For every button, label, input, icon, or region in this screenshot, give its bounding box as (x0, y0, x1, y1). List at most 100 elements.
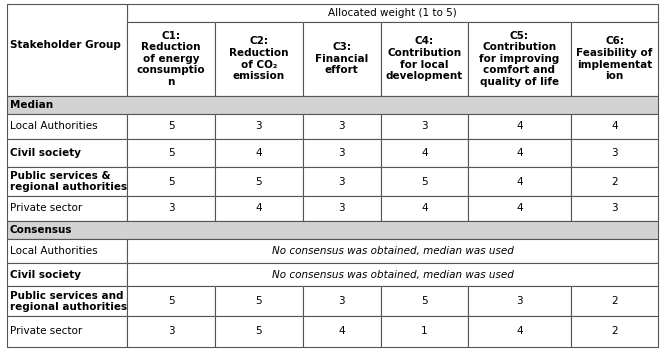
Bar (571, 286, 658, 316)
Text: C6:
Feasibility of
implementat
ion: C6: Feasibility of implementat ion (577, 36, 653, 81)
Text: 4: 4 (255, 148, 262, 158)
Bar (127, 114, 215, 139)
Bar (127, 263, 658, 286)
Bar (215, 139, 303, 167)
Bar (571, 22, 658, 96)
Text: Public services &
regional authorities: Public services & regional authorities (10, 171, 127, 192)
Bar (127, 114, 215, 139)
Bar (571, 139, 658, 167)
Text: 5: 5 (168, 177, 174, 187)
Text: 5: 5 (168, 148, 174, 158)
Bar (7, 221, 658, 239)
Bar (215, 167, 303, 196)
Text: 2: 2 (611, 327, 618, 336)
Bar (215, 316, 303, 346)
Bar (303, 139, 380, 167)
Bar (127, 286, 215, 316)
Bar (7, 316, 127, 346)
Text: 4: 4 (516, 327, 523, 336)
Bar (468, 139, 571, 167)
Text: 3: 3 (338, 203, 345, 214)
Bar (303, 114, 380, 139)
Bar (380, 316, 468, 346)
Text: 4: 4 (611, 121, 618, 132)
Bar (215, 196, 303, 221)
Text: No consensus was obtained, median was used: No consensus was obtained, median was us… (272, 246, 514, 256)
Text: Public services and
regional authorities: Public services and regional authorities (10, 290, 127, 312)
Bar (127, 263, 658, 286)
Bar (7, 4, 127, 96)
Text: 4: 4 (421, 148, 428, 158)
Bar (127, 196, 215, 221)
Bar (380, 114, 468, 139)
Text: 5: 5 (168, 296, 174, 306)
Text: 5: 5 (255, 327, 262, 336)
Bar (303, 22, 380, 96)
Bar (127, 139, 215, 167)
Bar (380, 286, 468, 316)
Text: C2:
Reduction
of CO₂
emission: C2: Reduction of CO₂ emission (229, 36, 289, 81)
Bar (468, 167, 571, 196)
Bar (303, 114, 380, 139)
Text: Private sector: Private sector (10, 327, 82, 336)
Bar (468, 167, 571, 196)
Bar (303, 286, 380, 316)
Bar (303, 316, 380, 346)
Text: Local Authorities: Local Authorities (10, 121, 98, 132)
Bar (215, 114, 303, 139)
Bar (380, 316, 468, 346)
Text: Private sector: Private sector (10, 203, 82, 214)
Bar (380, 139, 468, 167)
Bar (303, 167, 380, 196)
Bar (468, 316, 571, 346)
Bar (7, 316, 127, 346)
Bar (7, 114, 127, 139)
Bar (571, 22, 658, 96)
Text: C4:
Contribution
for local
development: C4: Contribution for local development (386, 36, 463, 81)
Bar (468, 286, 571, 316)
Bar (127, 22, 215, 96)
Bar (7, 263, 127, 286)
Text: 2: 2 (611, 177, 618, 187)
Bar (571, 196, 658, 221)
Text: 2: 2 (611, 296, 618, 306)
Bar (215, 286, 303, 316)
Bar (380, 286, 468, 316)
Bar (380, 114, 468, 139)
Bar (127, 316, 215, 346)
Bar (7, 286, 127, 316)
Text: 3: 3 (338, 121, 345, 132)
Bar (303, 316, 380, 346)
Bar (215, 114, 303, 139)
Text: 3: 3 (611, 203, 618, 214)
Bar (303, 196, 380, 221)
Text: 3: 3 (516, 296, 523, 306)
Text: Median: Median (10, 100, 53, 110)
Bar (215, 22, 303, 96)
Bar (7, 239, 127, 263)
Bar (571, 139, 658, 167)
Bar (215, 286, 303, 316)
Bar (7, 167, 127, 196)
Text: 4: 4 (516, 121, 523, 132)
Bar (303, 22, 380, 96)
Text: 4: 4 (338, 327, 345, 336)
Text: 4: 4 (516, 148, 523, 158)
Bar (7, 114, 127, 139)
Bar (468, 22, 571, 96)
Bar (571, 316, 658, 346)
Text: Local Authorities: Local Authorities (10, 246, 98, 256)
Text: C1:
Reduction
of energy
consumptio
n: C1: Reduction of energy consumptio n (137, 30, 205, 87)
Text: Civil society: Civil society (10, 270, 81, 280)
Bar (7, 4, 127, 96)
Bar (7, 196, 127, 221)
Bar (127, 286, 215, 316)
Text: C5:
Contribution
for improving
comfort and
quality of life: C5: Contribution for improving comfort a… (479, 30, 559, 87)
Bar (303, 167, 380, 196)
Bar (7, 196, 127, 221)
Bar (127, 316, 215, 346)
Bar (380, 22, 468, 96)
Bar (468, 114, 571, 139)
Bar (468, 196, 571, 221)
Text: 4: 4 (516, 203, 523, 214)
